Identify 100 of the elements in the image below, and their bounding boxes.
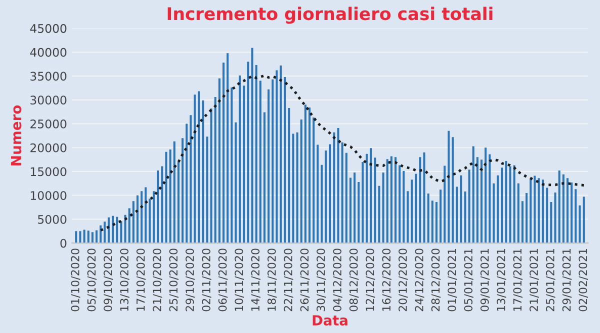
bar: [320, 164, 323, 244]
bar: [300, 119, 302, 244]
y-tick-label: 15000: [30, 167, 66, 176]
bar: [156, 170, 160, 244]
bar: [104, 222, 106, 244]
x-tick-label: 06/11/2020: [218, 248, 228, 312]
bar: [144, 187, 147, 244]
x-tick-label: 10/11/2020: [234, 248, 244, 311]
x-tick-label: 26/11/2020: [300, 248, 310, 312]
bar: [509, 166, 512, 244]
bar: [394, 157, 397, 244]
bar: [526, 192, 528, 244]
bar: [268, 89, 270, 244]
x-tick-label: 25/01/2021: [546, 248, 556, 312]
bar: [492, 183, 495, 244]
line-series: [99, 74, 586, 232]
x-tick-label: 21/01/2021: [530, 248, 539, 312]
bar: [366, 154, 368, 244]
bar: [280, 66, 282, 244]
bar: [546, 188, 548, 244]
bar: [345, 152, 348, 244]
bar: [272, 79, 274, 244]
bar: [500, 168, 504, 244]
chart-title: Incremento giornaliero casi totali: [168, 6, 492, 24]
bar: [480, 160, 483, 244]
bar: [238, 76, 241, 244]
bar: [398, 165, 401, 244]
bar: [214, 97, 216, 244]
bar: [87, 230, 90, 244]
bar: [308, 108, 311, 244]
bar: [148, 198, 151, 244]
bar: [488, 154, 491, 244]
bar: [456, 186, 458, 244]
bar: [341, 142, 344, 244]
bar: [440, 190, 442, 244]
bar: [230, 87, 233, 244]
y-tick-label: 30000: [30, 96, 66, 105]
bar: [169, 150, 172, 244]
bar: [284, 76, 286, 244]
x-tick-label: 14/11/2020: [251, 248, 260, 311]
bar: [521, 201, 524, 244]
x-tick-label: 08/12/2020: [349, 248, 359, 312]
y-tick-label: 45000: [30, 24, 66, 33]
bar: [226, 53, 229, 244]
bar: [517, 183, 520, 244]
bar: [406, 191, 409, 244]
x-tick-label: 02/02/2021: [578, 248, 588, 312]
bar: [152, 191, 155, 244]
bar: [194, 94, 196, 244]
bar: [120, 221, 122, 244]
x-tick-label: 17/01/2021: [513, 248, 522, 311]
x-tick-label: 05/10/2020: [87, 248, 97, 312]
bar: [550, 202, 552, 244]
bar: [161, 166, 164, 244]
bar: [427, 193, 430, 244]
x-tick-label: 04/12/2020: [333, 248, 342, 312]
bar: [304, 104, 306, 244]
bar: [91, 232, 94, 244]
bar: [484, 148, 487, 244]
x-tick-label: 13/10/2020: [120, 248, 130, 311]
x-tick-label: 09/01/2021: [480, 248, 490, 312]
x-tick-label: 28/12/2020: [431, 248, 441, 312]
bar: [460, 175, 462, 244]
bar: [505, 160, 508, 244]
bar: [124, 214, 126, 244]
x-axis-title: Data: [312, 315, 348, 326]
x-tick-label: 12/12/2020: [366, 248, 376, 311]
bar: [259, 80, 262, 244]
bar: [177, 162, 180, 244]
bar: [452, 137, 454, 244]
bar: [234, 122, 237, 244]
bar: [402, 171, 405, 244]
y-tick-label: 0: [60, 238, 66, 248]
x-tick-label: 09/10/2020: [104, 248, 113, 312]
bar: [558, 170, 560, 244]
x-tick-label: 29/10/2020: [186, 248, 195, 312]
bar: [464, 192, 466, 244]
bar: [173, 141, 176, 244]
bar: [128, 208, 130, 244]
bar: [202, 100, 204, 244]
bar: [186, 124, 188, 244]
x-tick-label: 18/11/2020: [267, 248, 277, 311]
y-axis-title: Numero: [11, 105, 22, 166]
bar: [476, 157, 478, 244]
bar: [96, 230, 98, 244]
bar: [431, 200, 434, 244]
bar: [562, 174, 564, 244]
bar: [83, 230, 86, 244]
x-tick-label: 05/01/2021: [464, 248, 474, 312]
bar: [542, 180, 544, 244]
bar: [566, 178, 569, 244]
bar: [255, 65, 258, 244]
bar: [554, 192, 556, 244]
y-tick-label: 10000: [30, 191, 66, 200]
bar: [530, 178, 532, 244]
y-tick-label: 5000: [38, 214, 66, 224]
bar: [358, 182, 360, 244]
y-tick-label: 40000: [30, 48, 66, 57]
bar: [582, 196, 585, 244]
bar: [362, 162, 364, 244]
